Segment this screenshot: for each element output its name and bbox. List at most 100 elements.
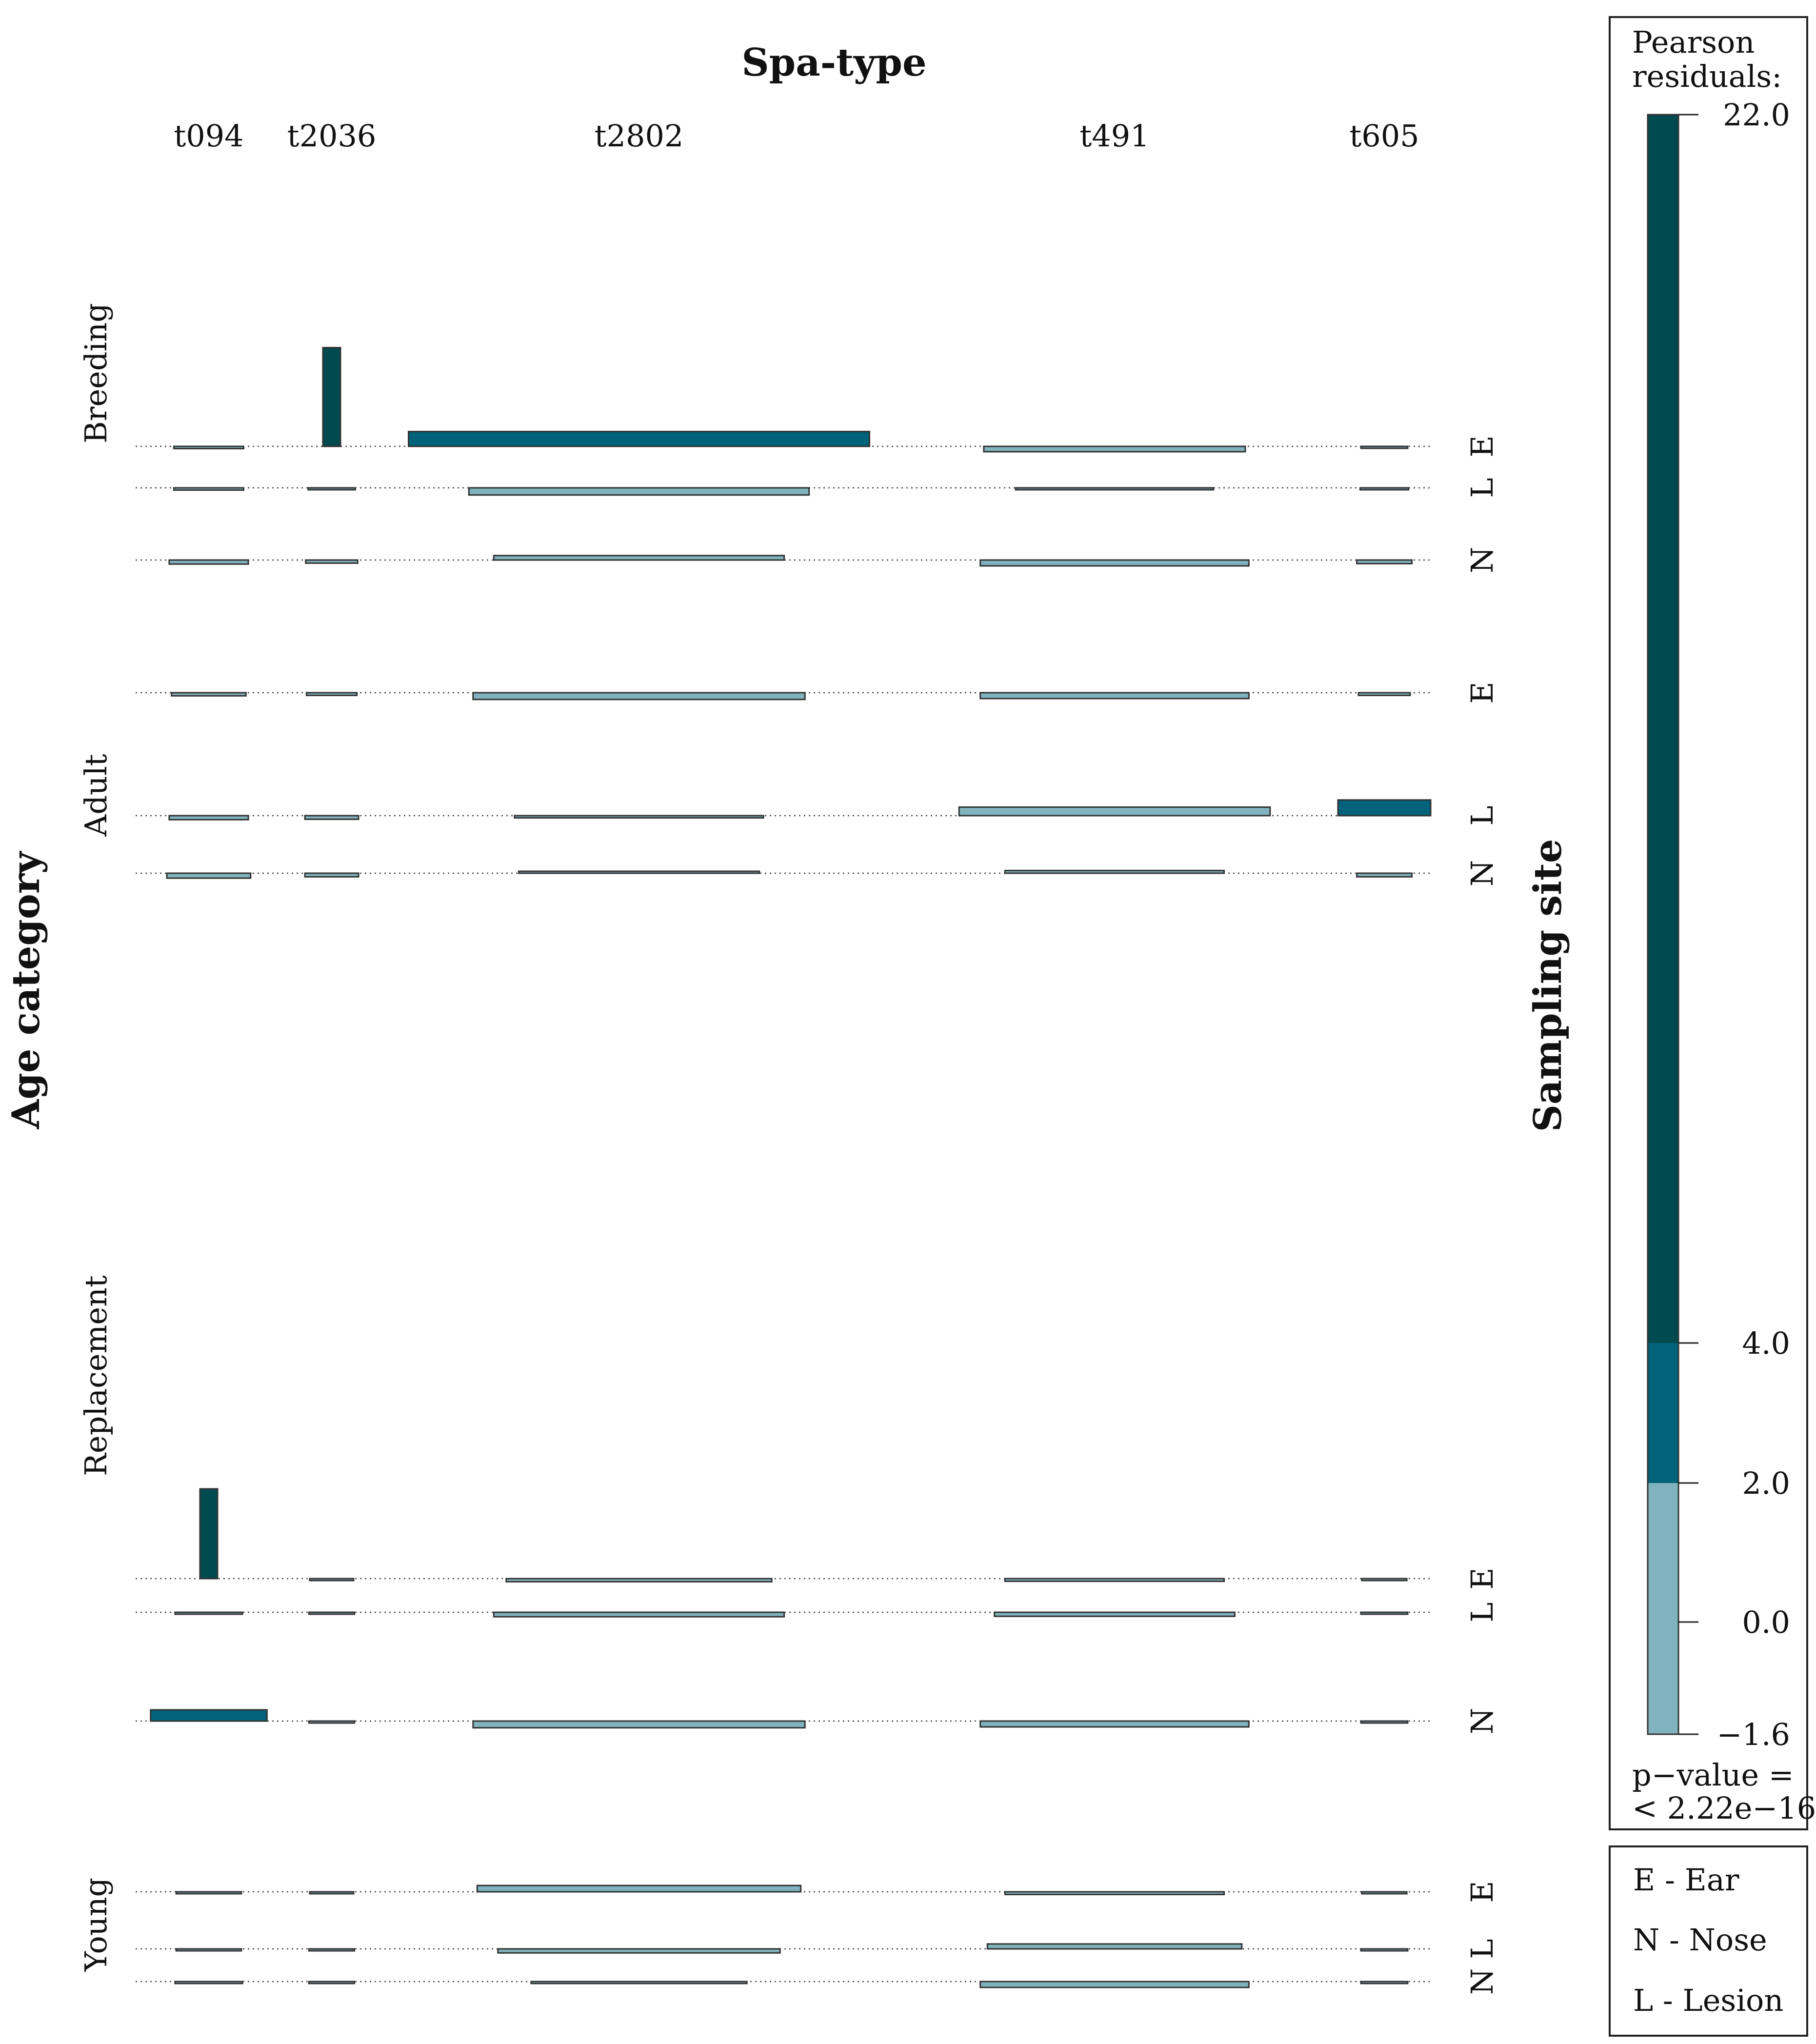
site-key-ear: E - Ear bbox=[1633, 1862, 1739, 1898]
tile-young-E-t094 bbox=[175, 1891, 242, 1895]
age-category-axis-title: Age category bbox=[4, 850, 48, 1129]
site-label-breeding-N: N bbox=[1464, 547, 1500, 573]
tile-young-N-t491 bbox=[979, 1981, 1250, 1988]
tile-adult-E-t491 bbox=[979, 692, 1250, 700]
tile-breeding-E-t491 bbox=[983, 445, 1246, 453]
tile-breeding-N-t605 bbox=[1356, 559, 1413, 564]
tile-adult-N-t491 bbox=[1004, 870, 1225, 874]
site-label-adult-L: L bbox=[1464, 805, 1500, 825]
tile-adult-L-t2802 bbox=[514, 815, 764, 819]
tile-young-N-t2036 bbox=[308, 1981, 356, 1984]
tile-replacement-N-t2036 bbox=[308, 1720, 356, 1724]
tile-adult-E-t2802 bbox=[472, 692, 806, 701]
spa-type-label-t491: t491 bbox=[1079, 118, 1149, 154]
chart-title: Spa-type bbox=[741, 40, 926, 85]
site-label-replacement-E: E bbox=[1464, 1567, 1500, 1589]
tile-young-N-t2802 bbox=[530, 1981, 748, 1984]
site-label-breeding-E: E bbox=[1464, 435, 1500, 457]
tile-breeding-E-t2802 bbox=[408, 431, 870, 447]
spa-type-label-t605: t605 bbox=[1349, 118, 1419, 154]
tile-adult-E-t605 bbox=[1357, 692, 1411, 696]
spa-type-label-t2036: t2036 bbox=[287, 118, 377, 154]
tile-replacement-L-t2036 bbox=[308, 1611, 356, 1615]
spa-type-label-t2802: t2802 bbox=[595, 118, 684, 154]
site-label-young-E: E bbox=[1464, 1881, 1500, 1903]
tile-young-N-t605 bbox=[1360, 1981, 1409, 1984]
legend-tick-label: −1.6 bbox=[1716, 1717, 1790, 1752]
legend-swatch-high bbox=[1648, 115, 1678, 1343]
spa-type-label-t094: t094 bbox=[174, 118, 243, 154]
site-label-adult-N: N bbox=[1464, 860, 1500, 886]
tile-young-L-t491 bbox=[986, 1943, 1243, 1950]
legend-tick-label: 22.0 bbox=[1723, 97, 1790, 133]
age-label-breeding: Breeding bbox=[78, 303, 114, 443]
tile-young-E-t605 bbox=[1361, 1891, 1408, 1895]
tile-breeding-N-t2036 bbox=[305, 559, 359, 564]
tile-replacement-E-t2036 bbox=[309, 1578, 355, 1582]
age-label-young: Young bbox=[78, 1878, 114, 1972]
tile-replacement-L-t491 bbox=[994, 1611, 1236, 1617]
tile-breeding-E-t2036 bbox=[322, 347, 341, 447]
legend-title-line2: residuals: bbox=[1632, 59, 1782, 94]
tile-adult-N-t094 bbox=[166, 872, 252, 879]
tile-breeding-N-t491 bbox=[979, 559, 1250, 567]
tile-breeding-L-t491 bbox=[1015, 487, 1215, 491]
tile-adult-L-t094 bbox=[168, 815, 249, 821]
tile-breeding-L-t2802 bbox=[468, 487, 810, 496]
legend-frame bbox=[1609, 16, 1808, 1830]
legend-tick-label: 2.0 bbox=[1742, 1465, 1790, 1501]
tile-adult-L-t2036 bbox=[304, 815, 359, 820]
tile-young-L-t2802 bbox=[497, 1948, 781, 1954]
legend-pvalue-line1: p−value = bbox=[1632, 1757, 1794, 1793]
legend-title-line1: Pearson bbox=[1632, 24, 1755, 60]
residual-legend: Pearson residuals: 22.0 4.0 2.0 0.0 −1.6 p−v… bbox=[1609, 16, 1816, 1830]
tile-replacement-L-t094 bbox=[174, 1611, 243, 1615]
tile-young-L-t2036 bbox=[308, 1948, 356, 1952]
tile-breeding-E-t605 bbox=[1360, 445, 1409, 449]
tile-breeding-L-t2036 bbox=[307, 487, 356, 491]
tile-breeding-L-t605 bbox=[1359, 487, 1410, 491]
legend-colorbar bbox=[1647, 114, 1679, 1735]
tile-young-E-t2802 bbox=[476, 1884, 802, 1893]
tile-replacement-N-t094 bbox=[150, 1709, 268, 1722]
site-key-frame bbox=[1609, 1845, 1808, 2037]
age-label-replacement: Replacement bbox=[78, 1275, 114, 1476]
tile-adult-E-t2036 bbox=[305, 692, 358, 696]
site-key: E - Ear N - Nose L - Lesion bbox=[1609, 1845, 1808, 2037]
tile-replacement-L-t2802 bbox=[493, 1611, 785, 1618]
site-label-adult-E: E bbox=[1464, 681, 1500, 703]
tile-replacement-L-t605 bbox=[1360, 1611, 1409, 1615]
tile-breeding-E-t094 bbox=[173, 445, 244, 450]
tile-adult-L-t605 bbox=[1337, 799, 1432, 817]
tile-breeding-L-t094 bbox=[173, 487, 244, 491]
age-label-adult: Adult bbox=[78, 754, 114, 837]
tile-breeding-N-t2802 bbox=[493, 555, 785, 561]
site-label-young-L: L bbox=[1464, 1939, 1500, 1959]
legend-swatch-mid bbox=[1648, 1343, 1678, 1483]
sampling-site-axis-title: Sampling site bbox=[1526, 839, 1570, 1132]
tile-young-L-t605 bbox=[1360, 1948, 1409, 1952]
legend-tick-label: 4.0 bbox=[1742, 1325, 1790, 1361]
tile-young-E-t491 bbox=[1004, 1891, 1225, 1895]
site-label-replacement-N: N bbox=[1464, 1708, 1500, 1734]
tile-young-N-t094 bbox=[174, 1981, 243, 1984]
tile-adult-N-t2802 bbox=[518, 870, 760, 874]
site-key-nose: N - Nose bbox=[1633, 1922, 1767, 1958]
legend-tick-label: 0.0 bbox=[1742, 1604, 1790, 1640]
legend-pvalue-line2: < 2.22e−16 bbox=[1632, 1790, 1816, 1826]
tile-replacement-E-t605 bbox=[1361, 1578, 1408, 1582]
tile-breeding-N-t094 bbox=[168, 559, 249, 565]
tile-adult-E-t094 bbox=[171, 692, 247, 697]
site-label-replacement-L: L bbox=[1464, 1602, 1500, 1622]
tile-replacement-N-t2802 bbox=[472, 1720, 806, 1729]
tile-young-E-t2036 bbox=[309, 1891, 355, 1895]
tile-adult-N-t605 bbox=[1356, 872, 1413, 878]
tile-adult-N-t2036 bbox=[304, 872, 359, 878]
tile-young-L-t094 bbox=[175, 1948, 242, 1952]
tile-replacement-N-t605 bbox=[1360, 1720, 1409, 1724]
legend-swatch-low bbox=[1648, 1483, 1678, 1734]
site-label-young-N: N bbox=[1464, 1968, 1500, 1995]
tile-replacement-N-t491 bbox=[979, 1720, 1250, 1728]
tile-replacement-E-t094 bbox=[199, 1488, 219, 1580]
